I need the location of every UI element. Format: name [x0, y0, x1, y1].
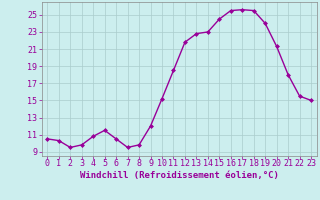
X-axis label: Windchill (Refroidissement éolien,°C): Windchill (Refroidissement éolien,°C): [80, 171, 279, 180]
